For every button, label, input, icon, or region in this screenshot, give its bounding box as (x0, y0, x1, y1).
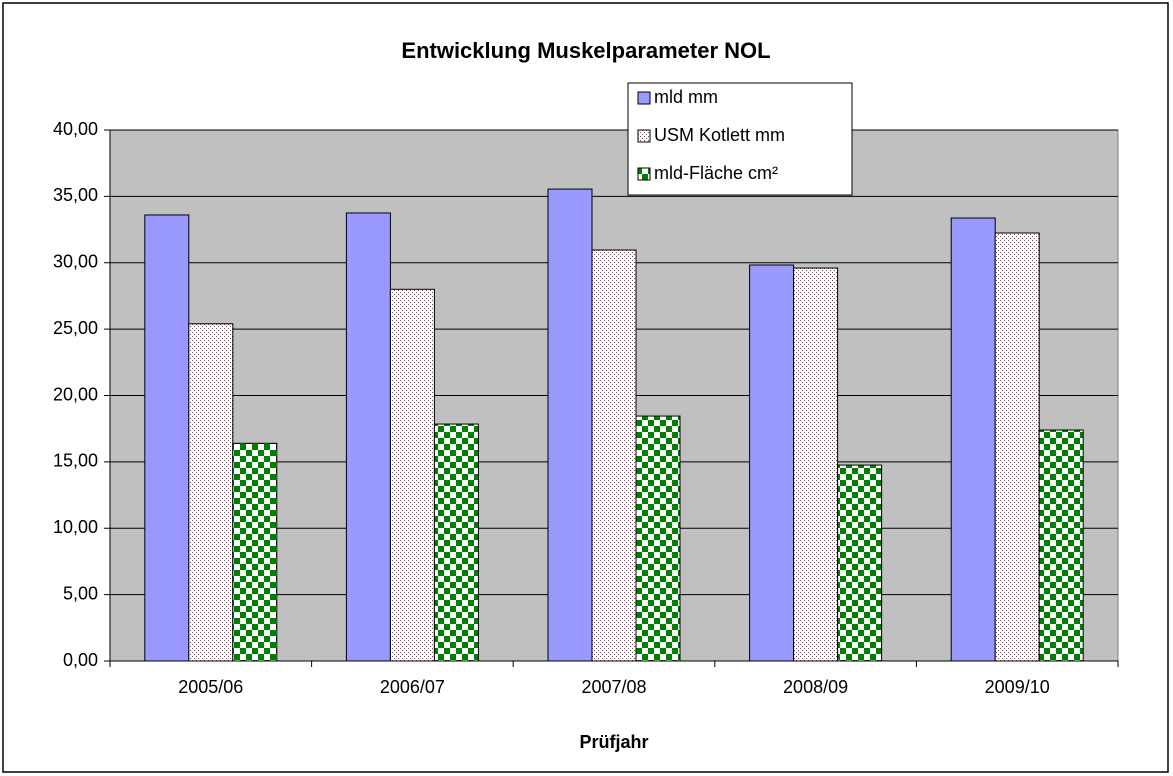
chart-title: Entwicklung Muskelparameter NOL (401, 38, 770, 63)
bar (837, 464, 883, 662)
bar (994, 232, 1040, 662)
bar (345, 212, 391, 662)
y-tick-label: 25,00 (53, 318, 98, 338)
y-tick-label: 15,00 (53, 451, 98, 471)
bar (950, 217, 996, 662)
bar (433, 423, 479, 662)
bar (389, 288, 435, 662)
x-tick-label: 2006/07 (380, 677, 445, 697)
legend-label: mld mm (654, 87, 718, 107)
y-tick-label: 5,00 (63, 583, 98, 603)
bar (793, 267, 839, 662)
y-tick-label: 0,00 (63, 650, 98, 670)
bar (635, 415, 681, 662)
bar (1038, 429, 1084, 662)
y-tick-label: 40,00 (53, 119, 98, 139)
y-tick-label: 35,00 (53, 185, 98, 205)
y-tick-label: 30,00 (53, 252, 98, 272)
x-axis-label: Prüfjahr (579, 732, 648, 752)
legend-box (627, 82, 853, 196)
legend-swatch (637, 91, 651, 105)
legend-swatch (637, 167, 651, 181)
bar (547, 188, 593, 662)
x-tick-label: 2007/08 (581, 677, 646, 697)
bar (144, 214, 190, 662)
bar (188, 323, 234, 662)
bar (232, 442, 278, 662)
x-tick-label: 2008/09 (783, 677, 848, 697)
bar (591, 249, 637, 662)
y-tick-label: 20,00 (53, 384, 98, 404)
legend-label: mld-Fläche cm² (654, 163, 778, 183)
y-tick-label: 10,00 (53, 517, 98, 537)
x-tick-label: 2009/10 (985, 677, 1050, 697)
x-tick-label: 2005/06 (178, 677, 243, 697)
legend-label: USM Kotlett mm (654, 125, 785, 145)
legend-swatch (637, 129, 651, 143)
bar (749, 264, 795, 662)
